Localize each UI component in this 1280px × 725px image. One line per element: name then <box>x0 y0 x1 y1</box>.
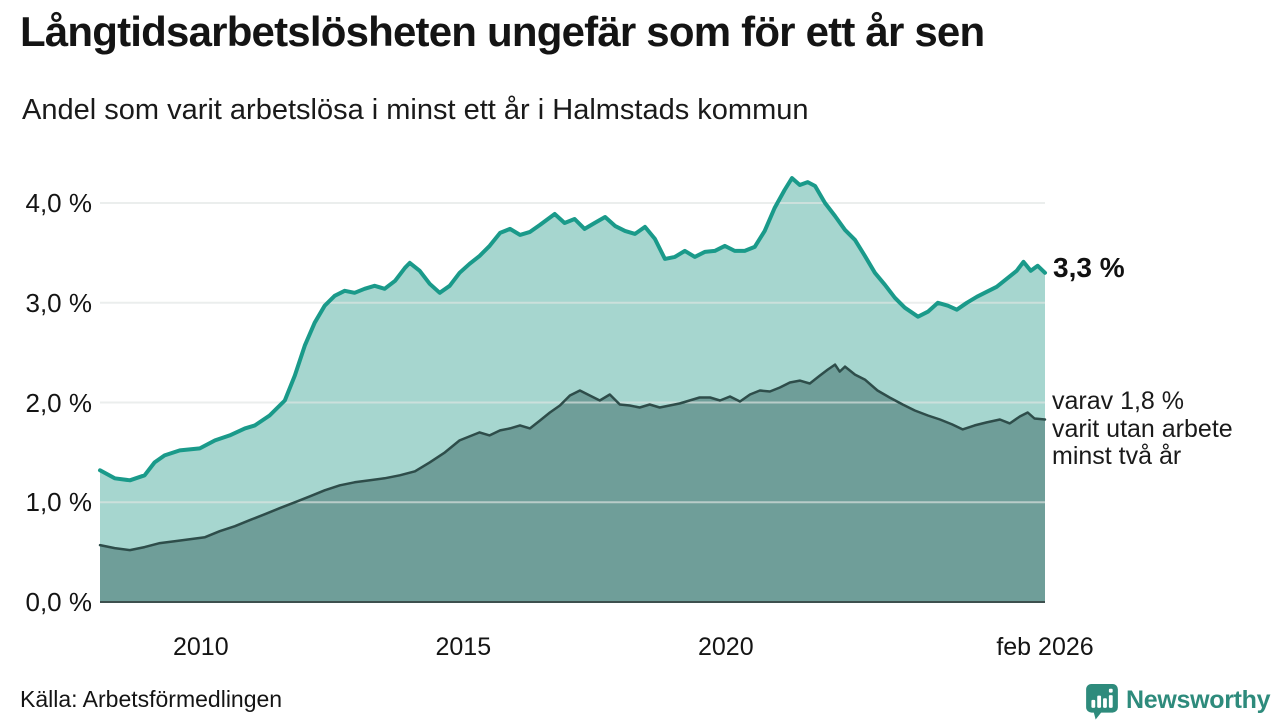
area-2yr <box>100 364 1045 602</box>
x-tick-label: 2020 <box>697 633 754 661</box>
line-1yr <box>98 176 1047 483</box>
newsworthy-logo: Newsworthy <box>1086 684 1271 725</box>
end-label-line3: minst två år <box>1052 442 1182 470</box>
x-tick-label: 2015 <box>435 633 492 661</box>
end-label-line2: varit utan arbete <box>1052 414 1233 443</box>
y-tick-label: 1,0 % <box>25 487 93 518</box>
page-title: Långtidsarbetslösheten ungefär som för e… <box>20 8 985 55</box>
end-label-annotation-2yr: varav 1,8 % varit utan arbete minst två … <box>1052 387 1233 471</box>
source-credit: Källa: Arbetsförmedlingen <box>20 686 283 712</box>
x-tick-label: feb 2026 <box>996 633 1094 661</box>
x-tick-label: 2010 <box>172 633 229 661</box>
y-tick-label: 2,0 % <box>25 387 93 418</box>
end-label-line1: varav 1,8 % <box>1052 387 1185 415</box>
y-tick-label: 0,0 % <box>25 587 93 617</box>
y-tick-label: 3,0 % <box>25 287 93 318</box>
end-value-annotation-1yr: 3,3 % <box>1053 252 1125 283</box>
chart-subtitle: Andel som varit arbetslösa i minst ett å… <box>22 94 809 126</box>
newsworthy-logo-icon <box>1086 684 1118 725</box>
newsworthy-logo-text: Newsworthy <box>1126 686 1271 714</box>
line-2yr <box>98 363 1047 552</box>
y-tick-label: 4,0 % <box>25 188 93 218</box>
